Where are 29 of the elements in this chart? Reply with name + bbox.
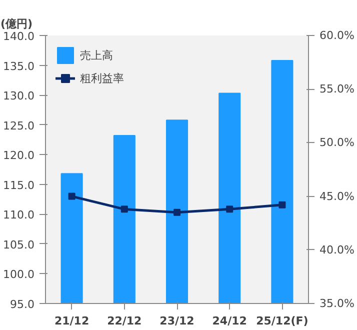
y2-tick-label: 40.0% bbox=[320, 243, 354, 256]
point bbox=[120, 206, 128, 213]
y2-tick-label: 45.0% bbox=[320, 190, 354, 203]
y-tick-label: 100.0 bbox=[3, 268, 35, 282]
y-tick-label: 120.0 bbox=[3, 149, 35, 162]
point bbox=[226, 206, 234, 213]
y-axis-title: (億円) bbox=[0, 18, 33, 30]
legend-label: 売上高 bbox=[80, 48, 113, 62]
y-tick-label: 125.0 bbox=[3, 119, 35, 132]
y-tick-label: 130.0 bbox=[3, 90, 35, 103]
x-tick-label: 22/12 bbox=[107, 314, 142, 328]
point bbox=[174, 208, 180, 216]
legend-label: 粗利益率 bbox=[80, 70, 124, 86]
x-tick-label: 24/12 bbox=[212, 314, 247, 328]
y-tick-label: 115.0 bbox=[3, 178, 35, 192]
y-tick-label: 95.0 bbox=[10, 298, 35, 311]
y2-tick-label: 55.0% bbox=[320, 82, 354, 96]
y-tick-label: 105.0 bbox=[3, 238, 35, 252]
x-tick-label: 21/12 bbox=[54, 314, 90, 328]
x-tick-label: 23/12 bbox=[160, 314, 194, 328]
y2-tick-label: 60.0% bbox=[320, 29, 354, 42]
y-tick-label: 140.0 bbox=[3, 30, 35, 43]
x-tick-label: 25/12(F) bbox=[256, 314, 308, 328]
y-tick-label: 110.0 bbox=[3, 208, 35, 222]
y2-tick-label: 35.0% bbox=[320, 297, 354, 310]
y-tick-label: 135.0 bbox=[3, 60, 35, 73]
y2-tick-label: 50.0% bbox=[320, 136, 354, 150]
point bbox=[278, 201, 286, 208]
point bbox=[68, 192, 76, 200]
